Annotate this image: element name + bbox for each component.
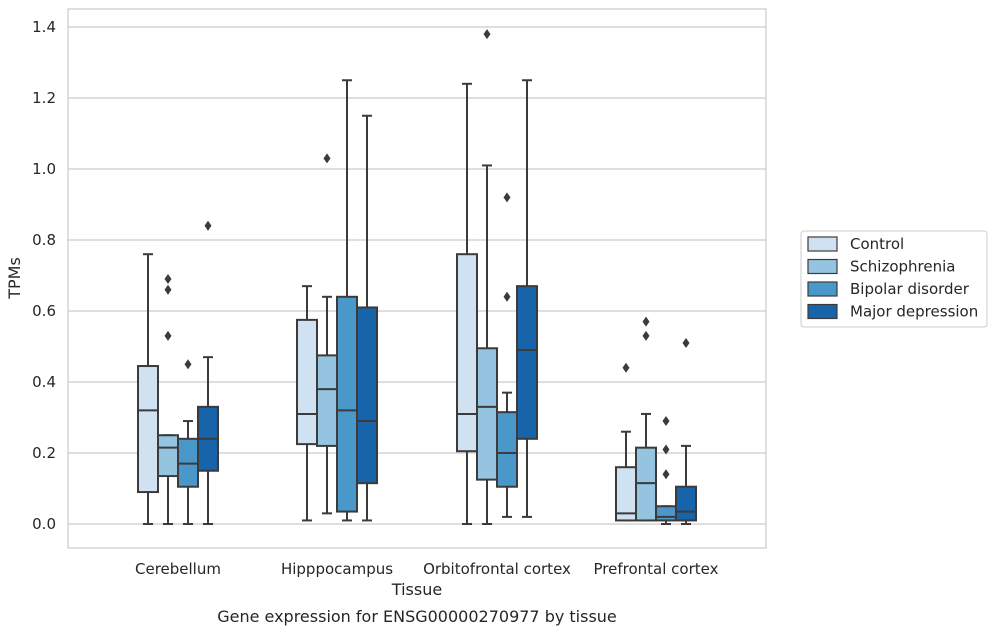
series-major-depression xyxy=(197,79,697,525)
box-body xyxy=(675,485,697,522)
x-tick-labels: Cerebellum Hipppocampus Orbitofrontal cort… xyxy=(135,560,719,578)
outlier-point xyxy=(483,29,491,40)
y-tick-label: 1.0 xyxy=(32,160,56,178)
box-plot xyxy=(157,274,179,525)
outlier-point xyxy=(682,337,690,348)
box-plot xyxy=(496,192,518,518)
box-plot xyxy=(675,337,697,525)
y-tick-labels: 0.0 0.2 0.4 0.6 0.8 1.0 1.2 1.4 xyxy=(32,18,56,533)
outlier-point xyxy=(503,192,511,203)
box-plot xyxy=(655,416,677,525)
outlier-point xyxy=(622,362,630,373)
box-body xyxy=(516,285,538,440)
legend-frame xyxy=(800,230,988,328)
outlier-point xyxy=(164,284,172,295)
x-tick-label: Hipppocampus xyxy=(281,560,393,578)
legend-swatch xyxy=(807,281,838,297)
outlier-point xyxy=(662,444,670,455)
series-control xyxy=(137,82,637,525)
legend-label: Major depression xyxy=(850,303,978,321)
legend-label: Control xyxy=(850,235,904,253)
box-body xyxy=(296,318,318,446)
outlier-point xyxy=(164,274,172,285)
box-plot xyxy=(336,79,358,522)
y-tick-label: 0.4 xyxy=(32,373,56,391)
legend-swatch xyxy=(807,303,838,320)
x-axis-label: Tissue xyxy=(391,580,442,599)
chart-caption: Gene expression for ENSG00000270977 by t… xyxy=(217,607,617,626)
box-body xyxy=(316,354,338,447)
outlier-point xyxy=(503,291,511,302)
box-plot xyxy=(615,362,637,522)
box-plot xyxy=(296,285,318,522)
series-schizophrenia xyxy=(157,29,657,525)
plot-frame xyxy=(67,8,767,549)
box-plot xyxy=(635,316,657,522)
legend-label: Bipolar disorder xyxy=(850,280,970,298)
outlier-point xyxy=(164,330,172,341)
box-body xyxy=(476,347,498,481)
y-tick-label: 1.4 xyxy=(32,18,56,36)
y-axis-label: TPMs xyxy=(5,257,24,300)
box-plot xyxy=(476,29,498,525)
legend: Control Schizophrenia Bipolar disorder Majo… xyxy=(800,230,988,328)
series-bipolar-disorder xyxy=(177,79,677,525)
box-body xyxy=(655,505,677,522)
box-plot xyxy=(177,359,199,525)
x-tick-label: Orbitofrontal cortex xyxy=(423,560,571,578)
y-tick-label: 0.2 xyxy=(32,444,56,462)
box-body xyxy=(137,365,159,494)
y-tick-label: 0.8 xyxy=(32,231,56,249)
outlier-point xyxy=(184,359,192,370)
y-tick-label: 1.2 xyxy=(32,89,56,107)
box-body xyxy=(356,306,378,485)
box-body xyxy=(456,253,478,453)
box-body xyxy=(157,434,179,478)
box-plot xyxy=(456,82,478,525)
box-body xyxy=(496,411,518,488)
legend-label: Schizophrenia xyxy=(850,258,955,276)
y-tick-label: 0.6 xyxy=(32,302,56,320)
box-series xyxy=(137,29,697,525)
box-plot xyxy=(356,114,378,522)
outlier-point xyxy=(323,153,331,164)
outlier-point xyxy=(204,220,212,231)
box-plot xyxy=(316,153,338,515)
box-plot xyxy=(197,220,219,525)
box-plot xyxy=(137,253,159,525)
outlier-point xyxy=(642,316,650,327)
box-plot xyxy=(516,79,538,518)
x-tick-label: Prefrontal cortex xyxy=(594,560,719,578)
outlier-point xyxy=(662,469,670,480)
y-tick-label: 0.0 xyxy=(32,515,56,533)
legend-swatch xyxy=(807,258,838,275)
box-body xyxy=(336,295,358,513)
outlier-point xyxy=(662,416,670,427)
outlier-point xyxy=(642,330,650,341)
legend-swatch xyxy=(807,236,838,252)
x-tick-label: Cerebellum xyxy=(135,560,221,578)
